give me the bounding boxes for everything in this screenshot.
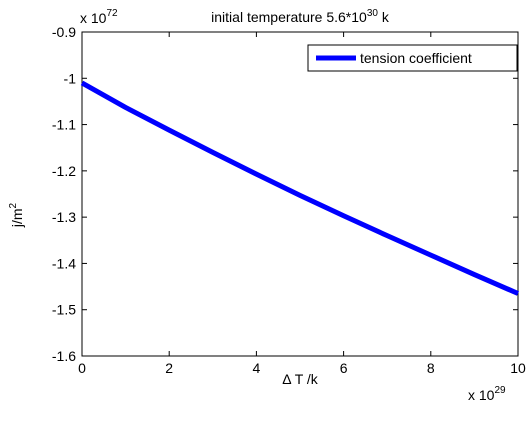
chart-title-suffix: k — [378, 9, 390, 25]
y-tick-label: -1.3 — [52, 209, 76, 225]
x-axis-ticks: 0 2 4 6 8 10 — [78, 32, 526, 376]
y-tick-label: -1.5 — [52, 302, 76, 318]
y-axis-label-exponent: 2 — [8, 202, 19, 208]
y-tick-label: -0.9 — [52, 24, 76, 40]
series-layer — [80, 80, 519, 296]
legend-label: tension coefficient — [360, 50, 472, 66]
chart-title-prefix: initial temperature 5.6*10 — [211, 9, 367, 25]
x-axis-label: Δ T /k — [282, 371, 319, 387]
y-multiplier: x 1072 — [80, 8, 118, 26]
y-tick-label: -1 — [64, 70, 77, 86]
y-multiplier-exponent: 72 — [106, 8, 118, 19]
x-multiplier-base: x 10 — [468, 387, 495, 403]
x-tick-label: 0 — [78, 360, 86, 376]
x-tick-label: 6 — [340, 360, 348, 376]
x-tick-label: 4 — [253, 360, 261, 376]
y-axis-label-base: j/m — [9, 208, 25, 228]
y-tick-label: -1.2 — [52, 163, 76, 179]
x-tick-label: 8 — [427, 360, 435, 376]
x-tick-label: 10 — [510, 360, 526, 376]
x-multiplier: x 1029 — [468, 385, 506, 403]
y-tick-label: -1.1 — [52, 117, 76, 133]
y-tick-label: -1.4 — [52, 255, 76, 271]
series-line-tension-coefficient — [80, 80, 519, 296]
y-axis-ticks: -0.9 -1 -1.1 -1.2 -1.3 -1.4 -1.5 -1.6 — [52, 24, 518, 364]
chart-title: initial temperature 5.6*1030 k — [211, 8, 390, 25]
chart-title-exponent: 30 — [367, 8, 379, 19]
x-multiplier-exponent: 29 — [494, 385, 506, 396]
legend: tension coefficient — [307, 44, 518, 72]
x-tick-label: 2 — [165, 360, 173, 376]
y-axis-label: j/m2 — [8, 202, 25, 228]
y-tick-label: -1.6 — [52, 348, 76, 364]
y-multiplier-base: x 10 — [80, 10, 107, 26]
